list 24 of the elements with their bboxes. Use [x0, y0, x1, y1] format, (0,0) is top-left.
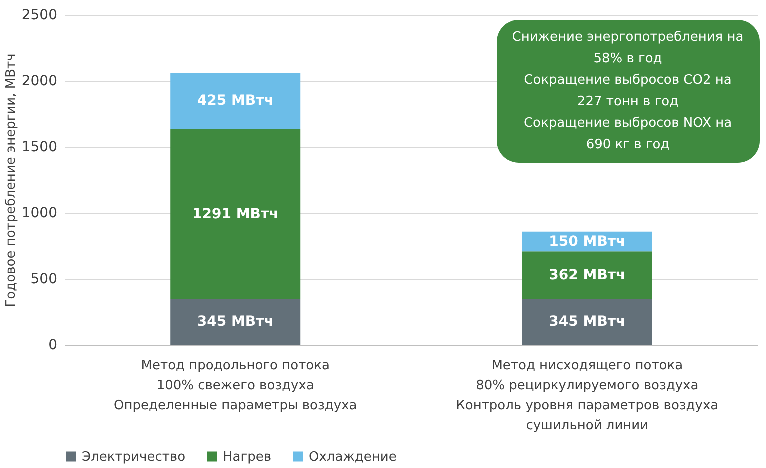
y-tick-label: 0 — [48, 338, 58, 354]
bar — [522, 299, 652, 345]
y-axis-title: Годовое потребление энергии, МВтч — [4, 54, 19, 308]
data-label: 362 МВтч — [549, 268, 626, 284]
data-label: 150 МВтч — [549, 234, 626, 250]
annotation: Снижение энергопотребления на 58% в год Сокращение выбросов CO2 на 227 тонн в год Сокращение выбросов NOX на 690 кг в год — [512, 30, 744, 152]
y-tick-label: 2000 — [22, 74, 58, 90]
legend-label: Электричество — [82, 450, 186, 465]
data-label: 1291 МВтч — [192, 206, 279, 222]
legend-label: Нагрев — [223, 450, 272, 465]
y-tick-label: 1500 — [22, 140, 58, 156]
data-label: 345 МВтч — [549, 314, 626, 330]
bar — [170, 299, 301, 345]
data-label: 345 МВтч — [197, 314, 274, 330]
bar — [170, 129, 301, 300]
y-tick-label: 500 — [30, 272, 58, 288]
y-tick-label: 1000 — [22, 206, 58, 222]
legend-label: Охлаждение — [309, 450, 397, 465]
y-tick-label: 2500 — [22, 8, 58, 24]
bar — [170, 72, 301, 130]
bar — [522, 252, 652, 300]
x-tick-label: Метод продольного потока 100% свежего воздуха Определенные параметры воздуха — [114, 358, 358, 414]
x-tick-label: Метод нисходящего потока 80% рециркулируемого воздуха Контроль уровня параметров воздуха сушильной линии — [456, 358, 719, 434]
data-label: 425 МВтч — [197, 93, 274, 109]
